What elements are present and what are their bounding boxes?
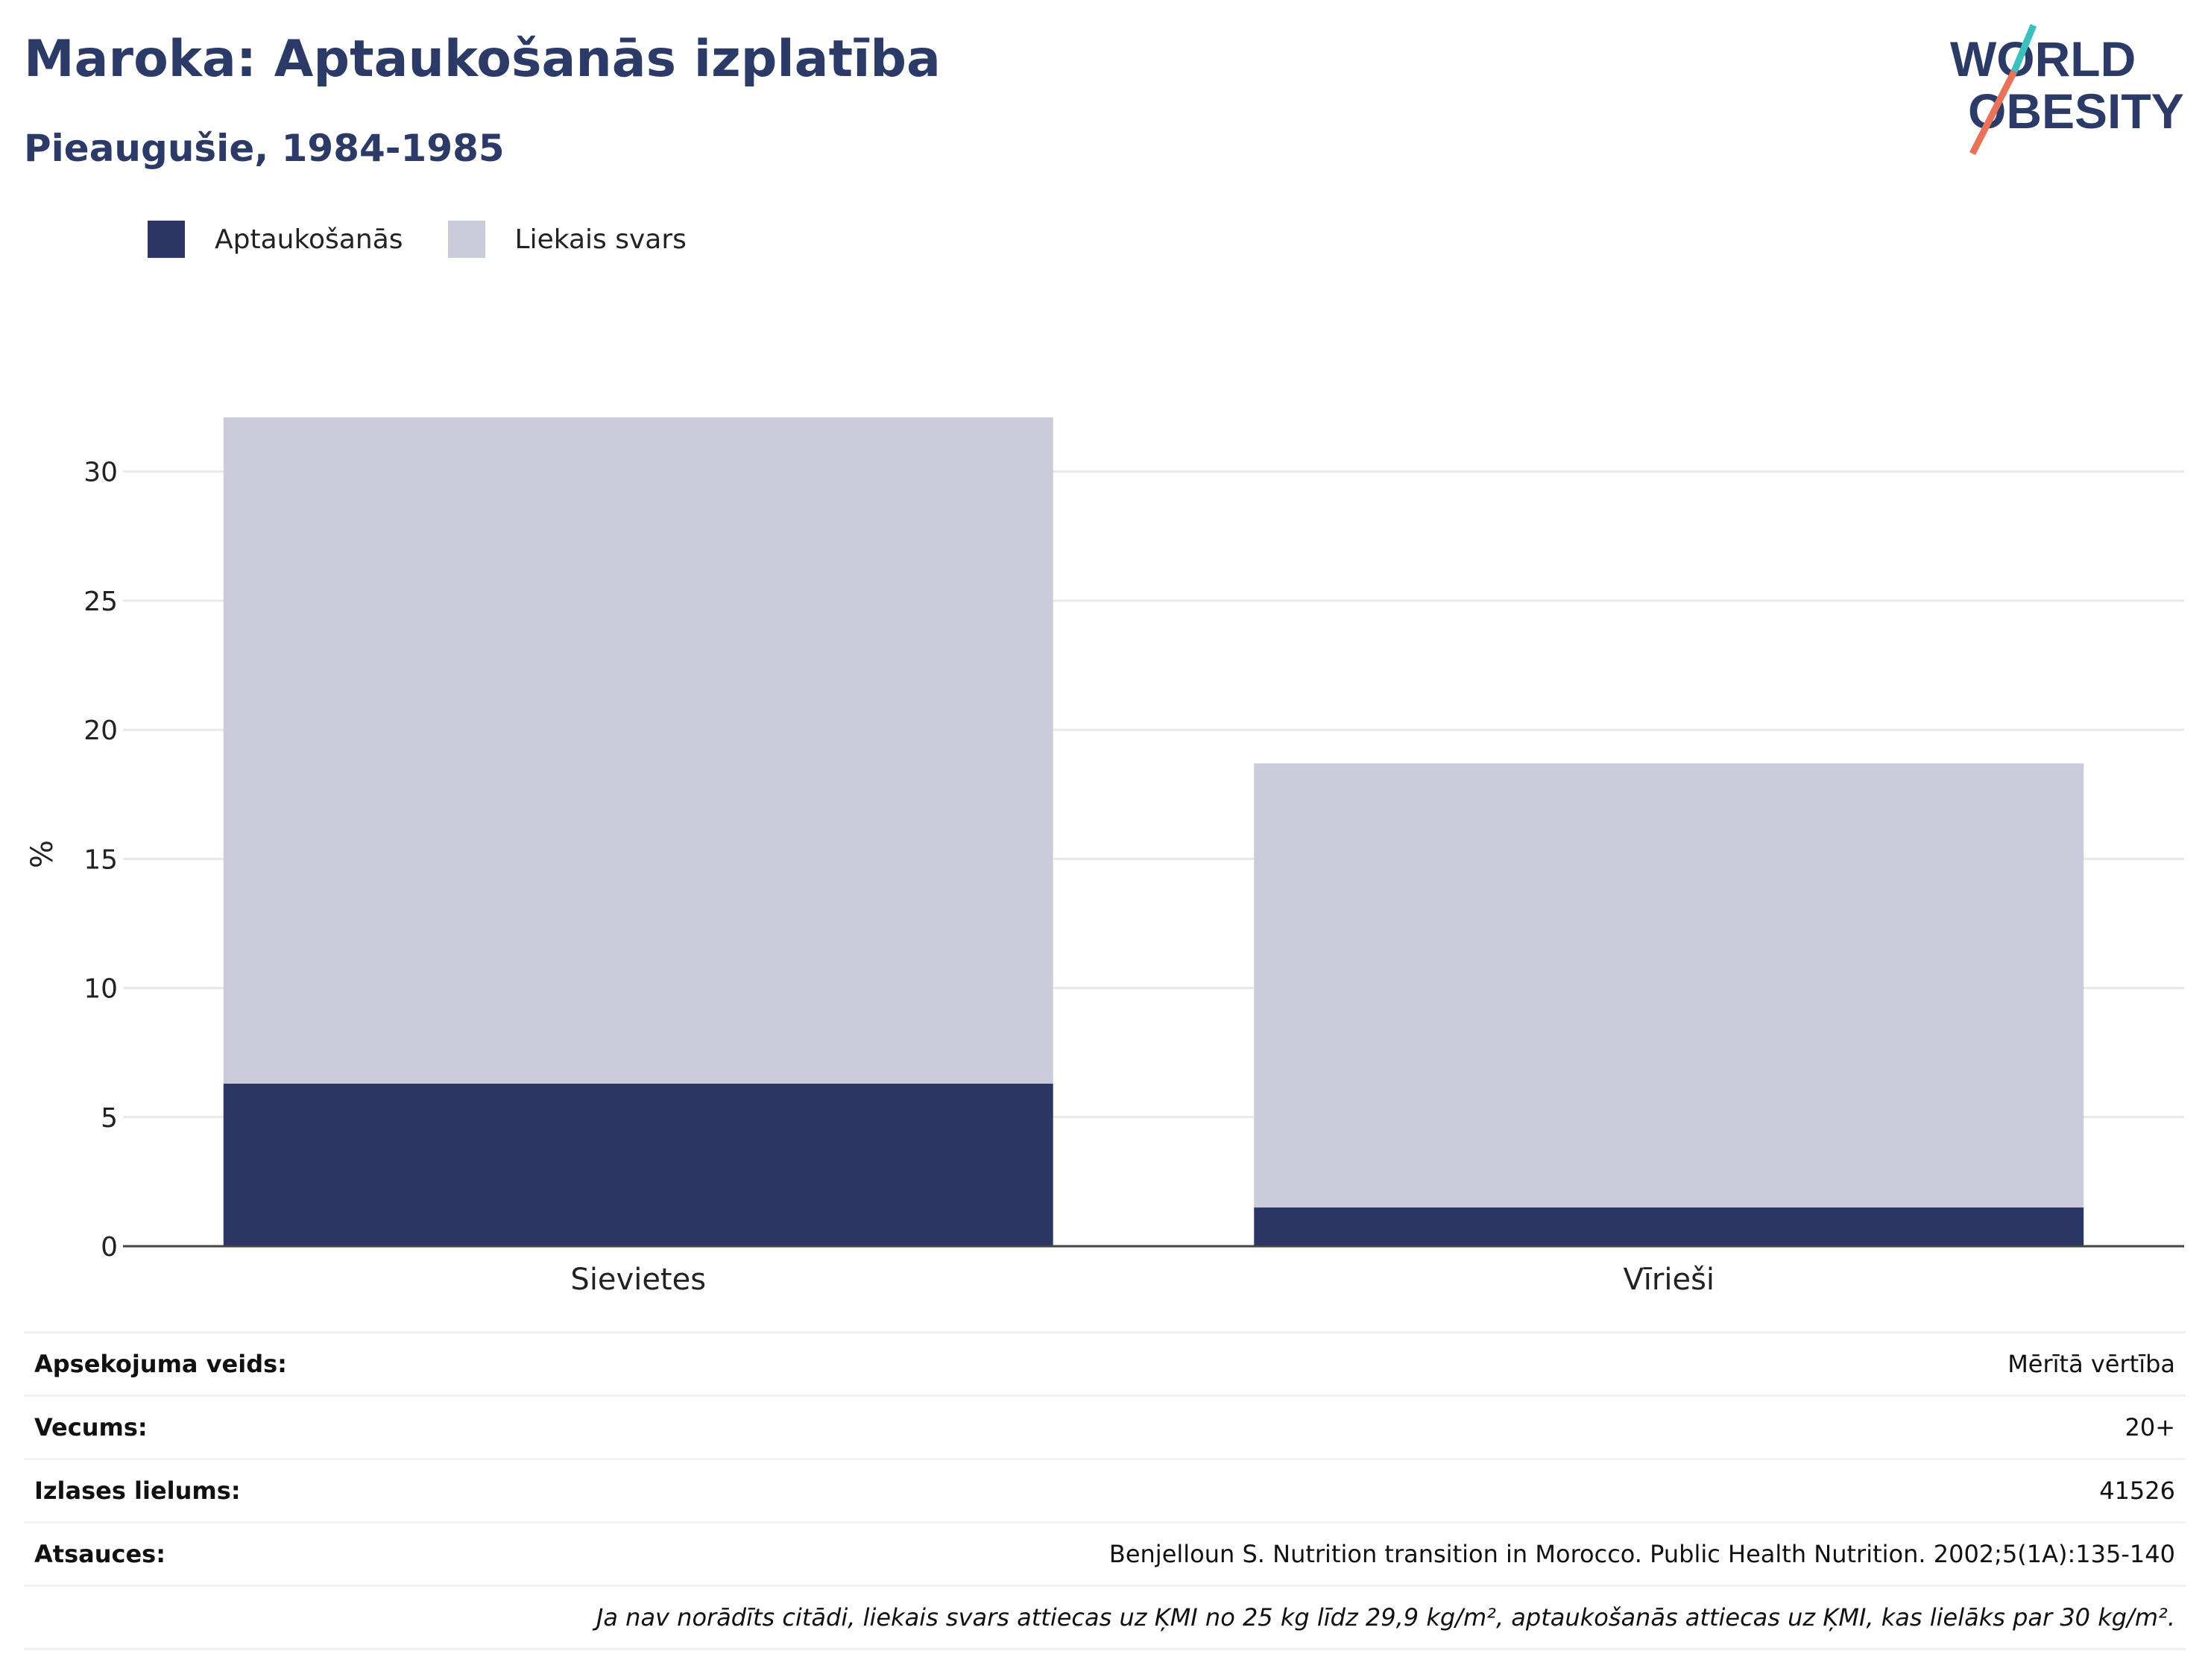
info-row-survey-type: Apsekojuma veids: Mērītā vērtība [24,1331,2186,1395]
info-row-references: Atsauces: Benjelloun S. Nutrition transi… [24,1521,2186,1585]
bar-obesity-0 [223,1083,1053,1246]
info-label: Vecums: [34,1413,148,1441]
info-row-note: Ja nav norādīts citādi, liekais svars at… [24,1585,2186,1650]
page-title: Maroka: Aptaukošanās izplatība [24,30,941,89]
page-subtitle: Pieaugušie, 1984-1985 [24,127,505,170]
legend-label-overweight: Liekais svars [514,224,687,255]
info-label: Apsekojuma veids: [34,1350,287,1378]
logo-text-world: WORLD [1950,31,2136,86]
bar-obesity-1 [1254,1207,2084,1246]
logo-slash-coral [1969,69,2018,156]
bar-overweight-0 [223,417,1053,1084]
info-table: Apsekojuma veids: Mērītā vērtība Vecums:… [24,1331,2186,1650]
x-tick-label: Vīrieši [1623,1263,1715,1297]
bar-overweight-1 [1254,763,2084,1208]
info-label: Atsauces: [34,1540,165,1568]
logo-slash-teal [2010,24,2037,73]
info-value: Mērītā vērtība [2007,1350,2175,1378]
info-row-sample-size: Izlases lielums: 41526 [24,1458,2186,1521]
y-tick-label: 10 [83,974,118,1005]
legend-swatch-overweight [447,221,485,258]
x-tick-label: Sievietes [570,1263,706,1297]
y-tick-label: 25 [83,587,118,617]
legend-item-overweight: Liekais svars [447,221,687,258]
info-value: 41526 [2099,1477,2175,1505]
y-tick-label: 20 [83,716,118,746]
y-tick-label: 5 [101,1103,118,1134]
info-row-age: Vecums: 20+ [24,1395,2186,1458]
definition-note: Ja nav norādīts citādi, liekais svars at… [596,1603,2175,1632]
info-value: 20+ [2124,1413,2175,1441]
legend-swatch-obesity [148,221,185,258]
info-value: Benjelloun S. Nutrition transition in Mo… [1108,1540,2175,1568]
y-tick-label: 0 [101,1232,118,1263]
world-obesity-logo: WORLD OBESITY [1950,24,2184,156]
y-tick-label: 30 [83,458,118,488]
legend-item-obesity: Aptaukošanās [148,221,403,258]
y-tick-label: 15 [83,844,118,875]
stacked-bar-chart: 0 5 10 15 20 25 30% Sievietes Vīrieši [25,417,2184,1297]
y-axis-label: % [25,840,60,868]
chart-legend: Aptaukošanās Liekais svars [148,221,731,258]
legend-label-obesity: Aptaukošanās [215,224,403,255]
info-label: Izlases lielums: [34,1477,241,1505]
